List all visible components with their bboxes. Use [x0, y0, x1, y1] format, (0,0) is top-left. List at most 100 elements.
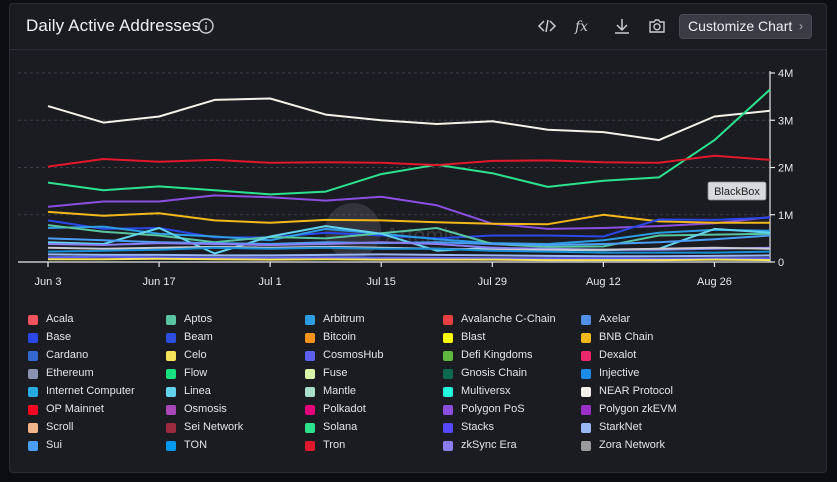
- legend-swatch: [305, 315, 315, 325]
- series-line-near-protocol: [47, 97, 771, 142]
- chart-plot: 0 1M 2M 3M 4M Jun 3 Jun 17 Jul 1 Jul 15 Jul 29 Aug…: [18, 68, 793, 288]
- legend-label: Polkadot: [323, 403, 366, 415]
- y-tick-label: 0: [778, 257, 784, 269]
- legend-swatch: [581, 423, 591, 433]
- legend-swatch: [581, 351, 591, 361]
- legend-label: Base: [46, 331, 72, 343]
- legend-label: CosmosHub: [323, 349, 384, 361]
- legend-label: Beam: [184, 331, 213, 343]
- series-line-bnb-chain: [47, 210, 770, 226]
- legend-label: TON: [184, 439, 208, 451]
- legend-label: Ethereum: [46, 367, 94, 379]
- annotation-box: BlackBox: [707, 181, 767, 201]
- legend-swatch: [28, 441, 38, 451]
- legend-swatch: [166, 387, 176, 397]
- legend-swatch: [443, 387, 453, 397]
- legend-swatch: [305, 387, 315, 397]
- series-line-starknet: [47, 253, 771, 258]
- chart-card: Daily Active Addresses fx Customize Char…: [9, 3, 827, 473]
- legend-swatch: [443, 423, 453, 433]
- legend-label: Multiversx: [461, 385, 511, 397]
- legend-swatch: [28, 351, 38, 361]
- x-tick-label: Aug 26: [697, 276, 732, 288]
- chevron-right-icon: ›: [799, 19, 803, 33]
- customize-chart-button[interactable]: Customize Chart ›: [679, 14, 812, 39]
- legend-swatch: [305, 369, 315, 379]
- legend-label: Scroll: [46, 421, 74, 433]
- customize-chart-label: Customize Chart: [688, 18, 793, 34]
- y-tick-label: 1M: [778, 210, 793, 222]
- legend-swatch: [305, 405, 315, 415]
- legend-label: Mantle: [323, 385, 357, 397]
- legend-swatch: [166, 333, 176, 343]
- legend-label: Defi Kingdoms: [461, 349, 533, 361]
- legend-label: BNB Chain: [599, 331, 654, 343]
- info-icon[interactable]: [198, 18, 214, 34]
- series-line-solana: [47, 88, 771, 196]
- legend-label: Tron: [323, 439, 346, 451]
- y-tick-label: 2M: [778, 163, 793, 175]
- formula-icon[interactable]: fx: [573, 16, 593, 36]
- legend-swatch: [581, 333, 591, 343]
- legend-swatch: [28, 423, 38, 433]
- legend-label: Gnosis Chain: [461, 367, 528, 379]
- legend-swatch: [443, 315, 453, 325]
- x-tick-label: Jul 29: [478, 276, 507, 288]
- legend-label: Stacks: [461, 421, 495, 433]
- legend-label: Linea: [184, 385, 211, 397]
- legend-swatch: [28, 369, 38, 379]
- legend-label: Avalanche C-Chain: [461, 313, 556, 325]
- legend-swatch: [166, 423, 176, 433]
- legend-label: NEAR Protocol: [599, 385, 673, 397]
- legend-label: Flow: [184, 367, 208, 379]
- legend-label: Cardano: [46, 349, 89, 361]
- legend-swatch: [443, 369, 453, 379]
- legend-label: Sui: [46, 439, 62, 451]
- chart-header: Daily Active Addresses fx Customize Char…: [10, 4, 826, 50]
- legend-swatch: [581, 315, 591, 325]
- legend-label: Zora Network: [599, 439, 666, 451]
- legend-swatch: [166, 351, 176, 361]
- legend-label: Fuse: [323, 367, 348, 379]
- camera-icon[interactable]: [647, 16, 667, 36]
- legend-swatch: [443, 351, 453, 361]
- legend-label: Arbitrum: [323, 313, 365, 325]
- legend-label: Bitcoin: [323, 331, 357, 343]
- x-tick-label: Jun 17: [143, 276, 176, 288]
- legend-swatch: [166, 369, 176, 379]
- legend-label: Polygon zkEVM: [599, 403, 677, 415]
- legend-label: Axelar: [599, 313, 631, 325]
- legend-swatch: [305, 423, 315, 433]
- legend-swatch: [581, 369, 591, 379]
- legend-label: Injective: [599, 367, 640, 379]
- x-tick-label: Jul 15: [367, 276, 396, 288]
- legend-swatch: [443, 333, 453, 343]
- legend-swatch: [166, 315, 176, 325]
- legend-label: Internet Computer: [46, 385, 135, 397]
- legend-swatch: [581, 387, 591, 397]
- series-line-arbitrum: [47, 225, 771, 245]
- legend-label: Sei Network: [184, 421, 244, 433]
- legend-swatch: [166, 405, 176, 415]
- x-tick-label: Jul 1: [259, 276, 282, 288]
- series-line-tron: [47, 154, 771, 168]
- download-icon[interactable]: [612, 16, 632, 36]
- legend-label: Osmosis: [184, 403, 227, 415]
- legend-label: Acala: [46, 313, 74, 325]
- chart-title: Daily Active Addresses: [26, 16, 201, 35]
- legend-swatch: [305, 351, 315, 361]
- code-icon[interactable]: [537, 16, 557, 36]
- legend-swatch: [305, 441, 315, 451]
- legend-label: OP Mainnet: [46, 403, 104, 415]
- legend-swatch: [28, 405, 38, 415]
- y-tick-label: 3M: [778, 115, 793, 127]
- legend-swatch: [28, 315, 38, 325]
- legend-swatch: [28, 333, 38, 343]
- legend-label: Solana: [323, 421, 358, 433]
- series-line-aptos: [47, 224, 771, 248]
- legend-label: Polygon PoS: [461, 403, 525, 415]
- legend-label: Dexalot: [599, 349, 637, 361]
- legend-label: zkSync Era: [461, 439, 517, 451]
- series-line-cosmos: [47, 255, 770, 260]
- series-line-polygon-pos: [47, 194, 771, 230]
